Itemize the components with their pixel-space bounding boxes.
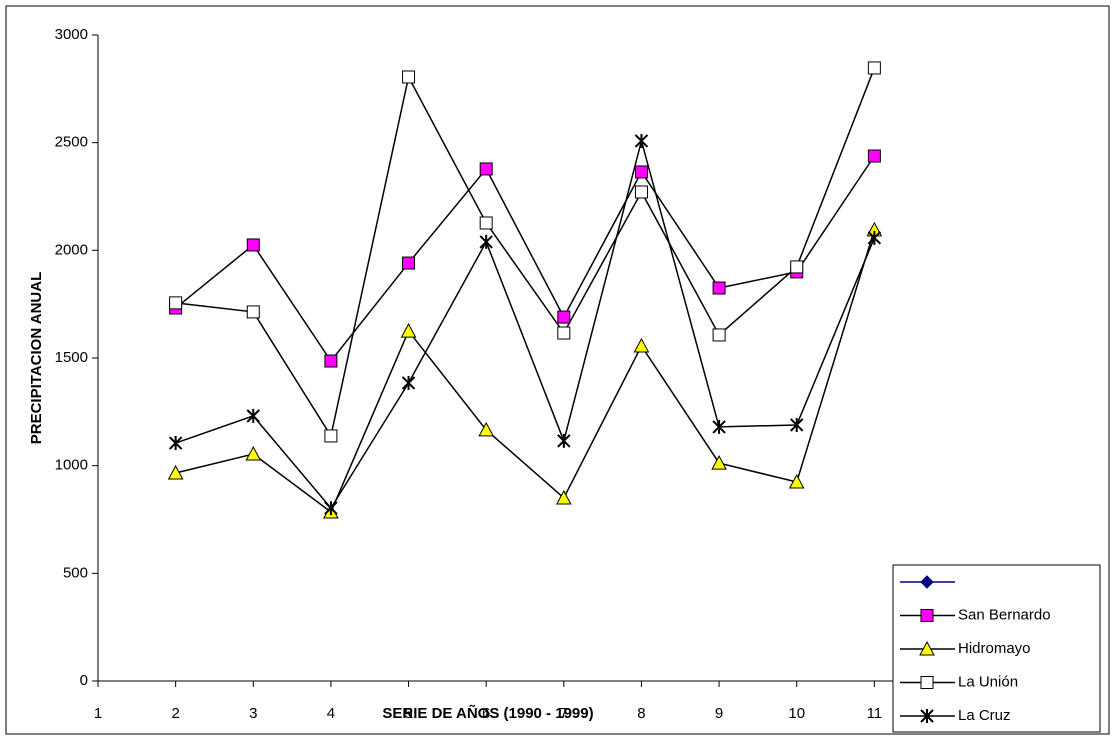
data-point	[633, 337, 650, 353]
legend-label: Hidromayo	[958, 640, 1031, 657]
legend-marker	[920, 709, 934, 723]
data-point	[557, 326, 571, 340]
data-point	[790, 260, 804, 274]
data-point	[401, 375, 416, 390]
data-point	[324, 429, 338, 443]
series-line	[175, 138, 876, 510]
y-tick-label: 1500	[55, 349, 88, 366]
data-point	[634, 133, 649, 148]
data-point	[788, 473, 805, 489]
data-point	[324, 501, 338, 516]
data-point	[634, 185, 648, 199]
legend-label: La Cruz	[958, 707, 1011, 724]
data-point	[479, 216, 493, 230]
series-line	[175, 229, 876, 514]
data-point	[712, 419, 726, 434]
y-tick-label: 2500	[55, 134, 88, 151]
data-point	[867, 61, 881, 75]
x-tick-label: 3	[249, 705, 257, 722]
legend-marker	[920, 676, 934, 689]
data-point	[169, 296, 183, 310]
data-point	[634, 165, 648, 179]
data-point	[479, 162, 493, 176]
data-point	[712, 281, 726, 295]
data-point	[400, 323, 417, 338]
legend-marker	[920, 609, 934, 622]
x-tick-label: 11	[867, 705, 883, 722]
legend-marker	[919, 640, 935, 656]
x-axis-title: SERIE DE AÑOS (1990 - 1999)	[382, 704, 593, 722]
data-point	[246, 408, 260, 423]
x-tick-label: 9	[715, 705, 723, 722]
data-point	[167, 464, 184, 480]
y-axis-title: PRECIPITACION ANUAL	[28, 272, 45, 445]
data-point	[402, 256, 416, 270]
series-line	[175, 67, 876, 438]
data-point	[711, 455, 727, 470]
data-point	[324, 354, 338, 368]
x-tick-label: 4	[327, 705, 335, 722]
y-tick-label: 1000	[55, 457, 88, 474]
y-tick-label: 500	[63, 564, 88, 581]
data-point	[245, 445, 262, 461]
data-point	[712, 328, 726, 342]
y-tick-label: 0	[80, 672, 88, 689]
data-point	[555, 489, 572, 505]
data-point	[867, 230, 882, 245]
data-point	[402, 70, 416, 84]
x-tick-label: 8	[637, 705, 645, 722]
legend-label: La Unión	[958, 673, 1018, 690]
y-tick-label: 2000	[55, 241, 88, 258]
data-point	[867, 149, 881, 163]
y-tick-label: 3000	[55, 26, 88, 43]
data-point	[478, 421, 495, 437]
x-tick-label: 1	[94, 705, 102, 722]
data-point	[246, 238, 260, 252]
data-point	[557, 433, 571, 448]
data-point	[246, 305, 260, 319]
data-point	[557, 310, 571, 324]
data-point	[479, 234, 493, 249]
x-tick-label: 2	[171, 705, 179, 722]
legend-marker	[920, 575, 934, 589]
x-tick-label: 7	[560, 705, 568, 722]
x-tick-label: 10	[788, 705, 805, 722]
series-line	[175, 155, 875, 363]
data-point	[790, 417, 804, 432]
legend-label: San Bernardo	[958, 606, 1051, 623]
data-point	[168, 436, 183, 451]
x-tick-label: 6	[482, 705, 490, 722]
x-tick-label: 5	[404, 705, 412, 722]
